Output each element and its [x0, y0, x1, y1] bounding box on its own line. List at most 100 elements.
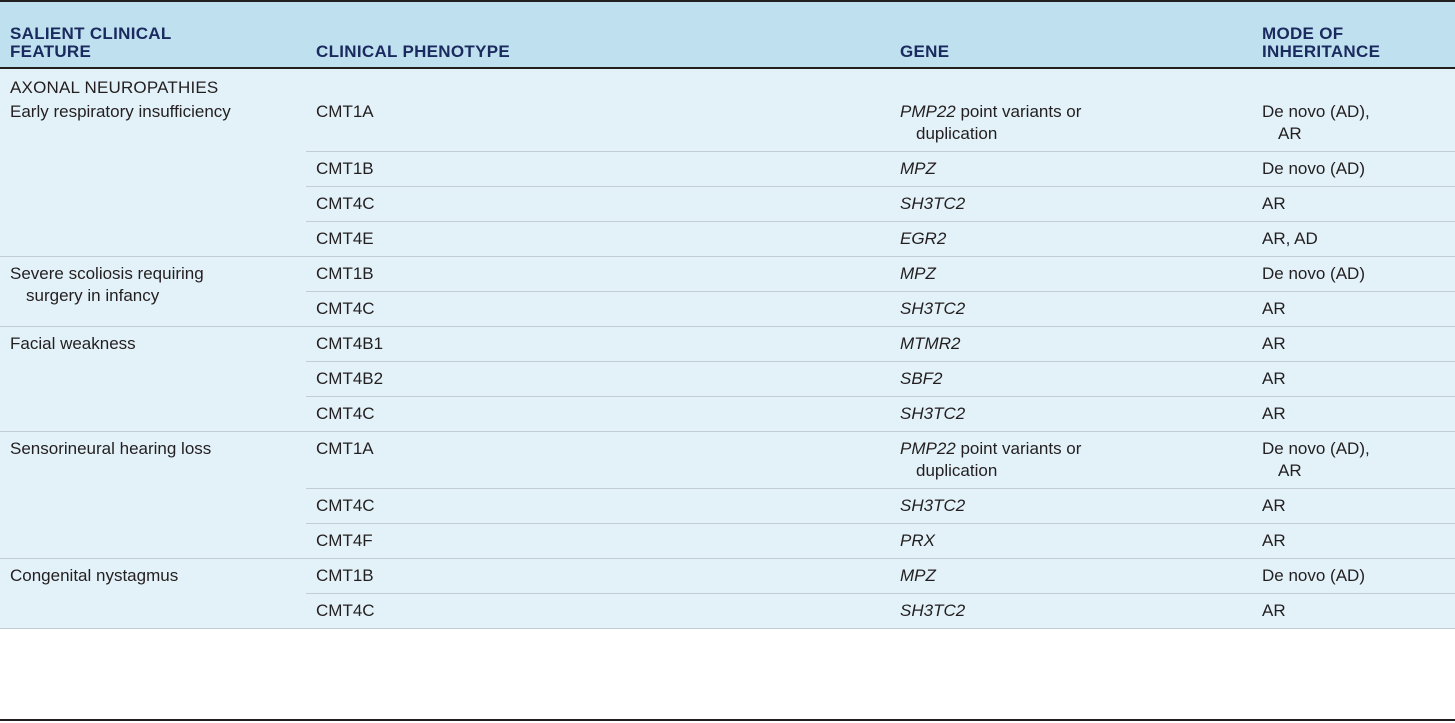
feature-line: Early respiratory insufficiency — [10, 102, 231, 121]
cell-gene: MPZ — [890, 151, 1252, 187]
header-line: CLINICAL PHENOTYPE — [316, 42, 510, 61]
cell-gene: EGR2 — [890, 221, 1252, 257]
inheritance-line: De novo (AD), — [1262, 102, 1370, 121]
inheritance-line: AR, AD — [1262, 229, 1318, 248]
inheritance-line: AR — [1262, 496, 1286, 515]
cell-clinical-phenotype: CMT1B — [306, 558, 890, 594]
gene-line: MTMR2 — [900, 333, 1246, 355]
gene-symbol: SH3TC2 — [900, 194, 966, 213]
gene-symbol: SH3TC2 — [900, 601, 966, 620]
gene-line: SH3TC2 — [900, 403, 1246, 425]
section-row: AXONAL NEUROPATHIES — [0, 68, 1455, 99]
table-row: Sensorineural hearing loss CMT1A PMP22 poi… — [0, 431, 1455, 559]
cell-mode-of-inheritance: AR — [1252, 326, 1455, 362]
gene-line: SH3TC2 — [900, 495, 1246, 517]
cell-salient-feature: Sensorineural hearing loss — [0, 431, 306, 559]
clinical-feature-table: SALIENT CLINICAL FEATURE CLINICAL PHENOTY… — [0, 2, 1455, 629]
table-row: Severe scoliosis requiring surgery in inf… — [0, 256, 1455, 327]
cell-gene: SH3TC2 — [890, 396, 1252, 432]
gene-symbol: SBF2 — [900, 369, 943, 388]
header-line: SALIENT CLINICAL — [10, 24, 172, 43]
table-body: AXONAL NEUROPATHIES Early respiratory in… — [0, 68, 1455, 629]
bottom-rule — [0, 719, 1455, 721]
gene-note: duplication — [916, 461, 998, 480]
gene-line: PMP22 point variants or — [900, 101, 1246, 123]
inheritance-line: AR — [1278, 124, 1302, 143]
gene-symbol: SH3TC2 — [900, 496, 966, 515]
inheritance-line: AR — [1262, 334, 1286, 353]
inheritance-line: AR — [1262, 404, 1286, 423]
cell-mode-of-inheritance: AR — [1252, 291, 1455, 327]
gene-line: MPZ — [900, 158, 1246, 180]
cell-gene: PRX — [890, 523, 1252, 559]
cell-gene: SH3TC2 — [890, 488, 1252, 524]
inheritance-line: AR — [1262, 299, 1286, 318]
feature-line: Severe scoliosis requiring — [10, 264, 204, 283]
cell-salient-feature: Congenital nystagmus — [0, 558, 306, 629]
cell-mode-of-inheritance: AR — [1252, 523, 1455, 559]
gene-symbol: MPZ — [900, 566, 936, 585]
header-clinical-phenotype: CLINICAL PHENOTYPE — [306, 2, 890, 69]
cell-mode-of-inheritance: De novo (AD), AR — [1252, 99, 1455, 152]
cell-mode-of-inheritance: AR — [1252, 593, 1455, 629]
gene-line: SH3TC2 — [900, 298, 1246, 320]
gene-note: duplication — [916, 124, 998, 143]
cell-mode-of-inheritance: De novo (AD) — [1252, 256, 1455, 292]
cell-gene: SH3TC2 — [890, 593, 1252, 629]
feature-line: Congenital nystagmus — [10, 566, 179, 585]
cell-salient-feature: Severe scoliosis requiring surgery in inf… — [0, 256, 306, 327]
gene-symbol: SH3TC2 — [900, 404, 966, 423]
gene-line: PRX — [900, 530, 1246, 552]
gene-symbol: PMP22 — [900, 439, 956, 458]
cell-clinical-phenotype: CMT1A — [306, 99, 890, 152]
inheritance-line: AR — [1262, 194, 1286, 213]
table-row: Early respiratory insufficiency CMT1A PMP2… — [0, 99, 1455, 257]
table-row: Facial weakness CMT4B1 MTMR2 AR — [0, 326, 1455, 432]
inheritance-line: De novo (AD) — [1262, 159, 1365, 178]
cell-clinical-phenotype: CMT4C — [306, 291, 890, 327]
gene-symbol: PMP22 — [900, 102, 956, 121]
table-row: Congenital nystagmus CMT1B MPZ De novo (AD) — [0, 558, 1455, 629]
inheritance-line: AR — [1278, 461, 1302, 480]
cell-mode-of-inheritance: AR — [1252, 488, 1455, 524]
cell-clinical-phenotype: CMT4C — [306, 593, 890, 629]
cell-mode-of-inheritance: AR — [1252, 186, 1455, 222]
gene-note: point variants or — [955, 439, 1082, 458]
gene-line: MPZ — [900, 565, 1246, 587]
feature-line: Facial weakness — [10, 334, 136, 353]
header-line: FEATURE — [10, 42, 92, 61]
cell-clinical-phenotype: CMT4F — [306, 523, 890, 559]
cell-clinical-phenotype: CMT4B2 — [306, 361, 890, 397]
cell-clinical-phenotype: CMT1B — [306, 256, 890, 292]
section-title: AXONAL NEUROPATHIES — [10, 78, 219, 97]
header-gene: GENE — [890, 2, 1252, 69]
cell-mode-of-inheritance: De novo (AD), AR — [1252, 431, 1455, 489]
cell-mode-of-inheritance: De novo (AD) — [1252, 558, 1455, 594]
cell-gene: SH3TC2 — [890, 291, 1252, 327]
cell-mode-of-inheritance: AR, AD — [1252, 221, 1455, 257]
cell-gene: SBF2 — [890, 361, 1252, 397]
cell-clinical-phenotype: CMT4E — [306, 221, 890, 257]
gene-line: SH3TC2 — [900, 600, 1246, 622]
inheritance-line: De novo (AD), — [1262, 439, 1370, 458]
inheritance-line: De novo (AD) — [1262, 566, 1365, 585]
cell-gene: PMP22 point variants or duplication — [890, 431, 1252, 489]
inheritance-line: AR — [1262, 531, 1286, 550]
gene-line: SH3TC2 — [900, 193, 1246, 215]
cell-gene: MTMR2 — [890, 326, 1252, 362]
cell-clinical-phenotype: CMT4C — [306, 396, 890, 432]
gene-symbol: MPZ — [900, 159, 936, 178]
inheritance-line: De novo (AD) — [1262, 264, 1365, 283]
inheritance-line: AR — [1262, 601, 1286, 620]
inheritance-line: AR — [1262, 369, 1286, 388]
header-line: GENE — [900, 42, 950, 61]
header-line: MODE OF — [1262, 24, 1344, 43]
table-row: CMT4C SH3TC2 AR — [0, 291, 1455, 327]
gene-symbol: EGR2 — [900, 229, 947, 248]
gene-symbol: MPZ — [900, 264, 936, 283]
cell-salient-feature: Facial weakness — [0, 326, 306, 432]
gene-line: SBF2 — [900, 368, 1246, 390]
cell-mode-of-inheritance: AR — [1252, 396, 1455, 432]
cell-clinical-phenotype: CMT4C — [306, 488, 890, 524]
